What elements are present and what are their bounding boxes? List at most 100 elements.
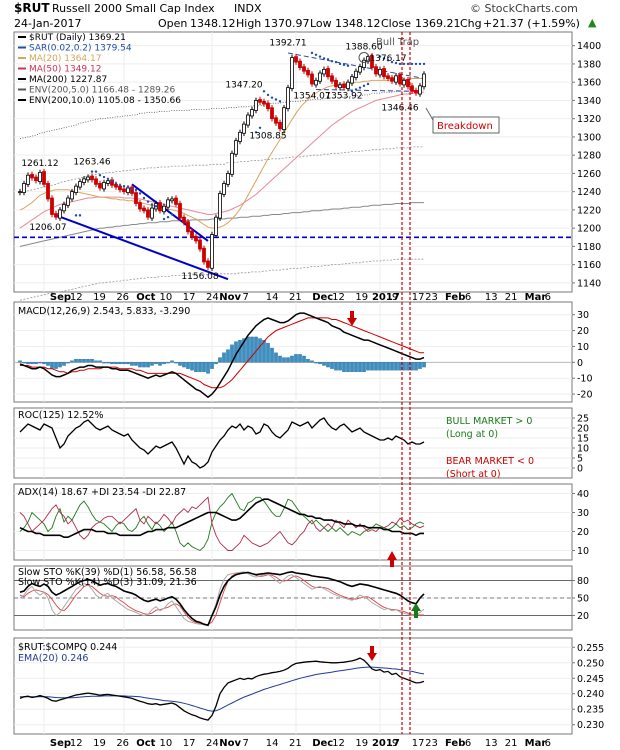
macd-histogram-bar bbox=[178, 362, 182, 366]
price-candle bbox=[54, 213, 58, 218]
macd-histogram-bar bbox=[46, 362, 50, 366]
sar-dot bbox=[126, 185, 130, 189]
sar-dot bbox=[254, 131, 258, 134]
sar-dot bbox=[118, 184, 122, 187]
macd-y-tick-label: 0 bbox=[577, 358, 583, 369]
price-candle bbox=[258, 99, 262, 103]
open-label: Open bbox=[158, 17, 188, 30]
chg-label: Chg bbox=[460, 17, 482, 30]
x-axis-tick-label: 19 bbox=[355, 292, 368, 303]
env10-upper-line bbox=[19, 90, 424, 140]
price-candle bbox=[94, 178, 98, 185]
sar-dot bbox=[414, 62, 418, 66]
price-candle bbox=[138, 202, 142, 210]
price-candle bbox=[322, 69, 326, 75]
macd-histogram-bar bbox=[194, 362, 198, 372]
price-candle bbox=[362, 59, 366, 68]
ratio-y-tick-label: 0.235 bbox=[577, 705, 604, 716]
price-annotation-label: 1156.08 bbox=[181, 272, 218, 282]
sar-dot bbox=[142, 196, 146, 200]
sto-legend: Slow STO %K(14) %D(3) 31.09, 21.36 bbox=[18, 577, 197, 588]
macd-histogram-bar bbox=[54, 362, 58, 369]
legend-swatch bbox=[18, 99, 26, 101]
x-axis-tick-label: 19 bbox=[355, 738, 368, 749]
macd-histogram-bar bbox=[274, 352, 278, 363]
breakdown-pointer bbox=[425, 107, 434, 121]
adx-legend: ADX(14) 18.67 +DI 23.54 -DI 22.87 bbox=[18, 487, 186, 498]
roc-line bbox=[19, 417, 425, 469]
price-candle bbox=[126, 187, 130, 193]
macd-histogram-bar bbox=[310, 360, 314, 363]
sar-dot bbox=[114, 182, 118, 185]
sar-dot bbox=[162, 217, 166, 221]
macd-histogram-bar bbox=[350, 362, 354, 372]
macd-y-tick-label: 30 bbox=[577, 310, 589, 321]
price-candle bbox=[218, 193, 222, 219]
macd-histogram-bar bbox=[34, 362, 38, 365]
price-candle bbox=[194, 235, 198, 242]
price-annotation-label: 1354.07 bbox=[293, 92, 330, 102]
price-candle bbox=[418, 85, 422, 95]
sar-dot bbox=[170, 213, 174, 216]
macd-histogram-bar bbox=[118, 362, 122, 365]
macd-histogram-bar bbox=[250, 336, 254, 363]
ratio-panel-frame bbox=[13, 637, 573, 735]
sar-dot bbox=[382, 57, 386, 60]
macd-histogram-bar bbox=[302, 355, 306, 363]
macd-histogram-bar bbox=[366, 362, 370, 371]
macd-histogram-bar bbox=[318, 362, 322, 365]
price-candle bbox=[314, 79, 318, 86]
macd-histogram-bar bbox=[294, 354, 298, 363]
ratio-y-tick-label: 0.230 bbox=[577, 720, 604, 731]
x-axis-tick-label: 21 bbox=[505, 292, 518, 303]
price-candle bbox=[26, 174, 30, 185]
price-candle bbox=[306, 69, 310, 76]
price-candle bbox=[246, 114, 250, 126]
roc-regime-label: (Short at 0) bbox=[446, 469, 501, 480]
x-axis-tick-label: 9 bbox=[392, 292, 398, 303]
macd-histogram-bar bbox=[90, 358, 94, 363]
price-candle bbox=[38, 172, 42, 183]
macd-histogram-bar bbox=[398, 362, 402, 371]
price-candle bbox=[198, 239, 202, 250]
price-candle bbox=[74, 185, 78, 193]
ma20-line bbox=[19, 78, 424, 229]
sar-dot bbox=[130, 187, 134, 191]
sar-dot bbox=[150, 203, 154, 206]
x-axis-tick-label: 13 bbox=[485, 292, 498, 303]
price-candle bbox=[190, 230, 194, 238]
env5-lower-line bbox=[19, 258, 424, 301]
price-annotation-label: 1353.92 bbox=[325, 92, 362, 102]
price-candle bbox=[270, 107, 274, 120]
price-candle bbox=[178, 203, 182, 219]
legend-entry: MA(200) 1227.87 bbox=[29, 75, 107, 85]
x-axis-tick-label: 23 bbox=[425, 738, 438, 749]
macd-histogram-bar bbox=[94, 360, 98, 363]
price-candle bbox=[338, 84, 342, 89]
sar-dot bbox=[326, 58, 330, 61]
legend-swatch bbox=[18, 78, 26, 80]
ratio-y-tick-label: 0.255 bbox=[577, 643, 604, 654]
macd-histogram-bar bbox=[406, 362, 410, 371]
macd-histogram-bar bbox=[170, 360, 174, 363]
macd-histogram-bar bbox=[182, 362, 186, 368]
price-candle bbox=[302, 66, 306, 72]
macd-histogram-bar bbox=[334, 362, 338, 371]
price-candle bbox=[58, 209, 62, 219]
legend-entry: MA(50) 1349.12 bbox=[29, 65, 101, 75]
sar-dot bbox=[362, 84, 366, 88]
macd-histogram-bar bbox=[246, 336, 250, 363]
price-candle bbox=[242, 123, 246, 134]
price-candle bbox=[390, 77, 394, 82]
macd-histogram-bar bbox=[66, 362, 70, 364]
macd-histogram-bar bbox=[190, 362, 194, 371]
x-axis-tick-label: 19 bbox=[93, 292, 106, 303]
macd-histogram-bar bbox=[186, 362, 190, 369]
price-candle bbox=[182, 216, 186, 224]
adx-y-tick-label: 10 bbox=[577, 546, 589, 557]
sar-dot bbox=[274, 98, 278, 101]
macd-histogram-bar bbox=[50, 362, 54, 369]
macd-y-tick-label: 10 bbox=[577, 342, 589, 353]
price-candle bbox=[298, 60, 302, 68]
